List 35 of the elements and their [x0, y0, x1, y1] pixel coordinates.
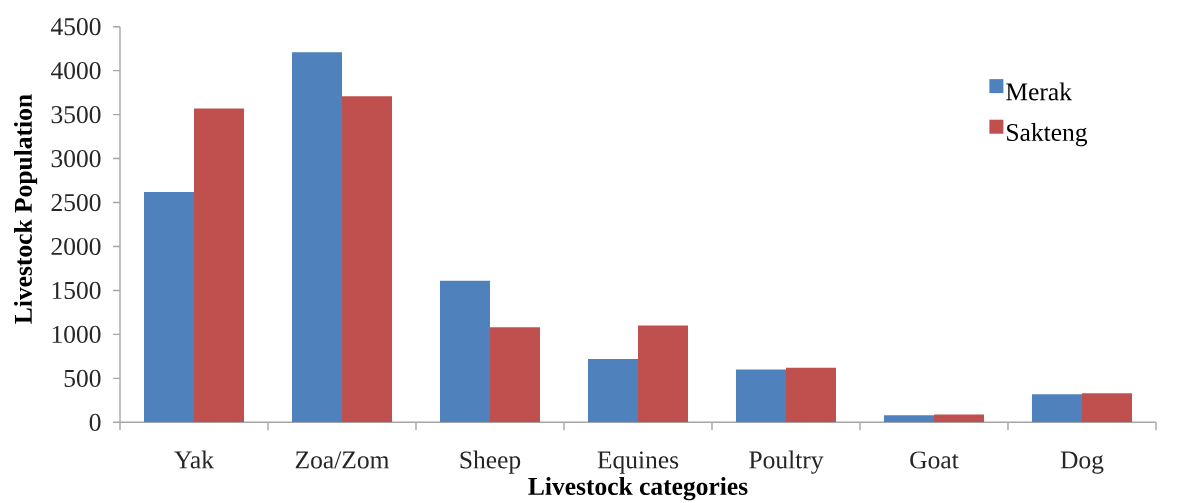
y-tick-label: 4000: [50, 62, 101, 80]
bar: [735, 369, 786, 423]
bar: [1031, 394, 1082, 423]
y-tick-label: 2000: [51, 237, 101, 256]
x-tick-label: Zoa/Zom: [295, 451, 390, 469]
y-tick-label: 3500: [51, 106, 101, 124]
bar: [489, 327, 541, 423]
y-axis-title: Livestock Population: [14, 94, 38, 324]
bar: [587, 359, 638, 423]
x-tick-label: Equines: [597, 451, 679, 474]
y-tick-label: 2500: [51, 193, 101, 212]
bar: [342, 96, 393, 423]
x-tick-label: Dog: [1060, 451, 1104, 474]
x-tick-label: Yak: [174, 450, 214, 469]
x-tick-label: Sheep: [460, 450, 521, 474]
y-tick-label: 0: [89, 413, 101, 431]
bar: [637, 325, 689, 423]
bar: [883, 415, 934, 423]
legend-label: Sakteng: [1007, 123, 1088, 147]
bar: [194, 108, 245, 423]
x-axis-title: Livestock categories: [528, 477, 748, 501]
bar: [143, 191, 194, 423]
bar: [1081, 393, 1132, 423]
bar: [785, 367, 837, 423]
bar: [291, 52, 342, 423]
bar: [439, 280, 490, 423]
y-tick-label: 500: [64, 369, 101, 387]
legend-label: Merak: [1006, 82, 1072, 101]
x-tick-label: Poultry: [749, 450, 824, 474]
y-tick-label: 3000: [51, 149, 101, 168]
y-tick-label: 1500: [52, 281, 101, 300]
x-tick-label: Goat: [910, 451, 959, 469]
y-tick-label: 1000: [52, 325, 101, 343]
bar: [933, 414, 985, 423]
y-tick-label: 4500: [50, 18, 101, 36]
